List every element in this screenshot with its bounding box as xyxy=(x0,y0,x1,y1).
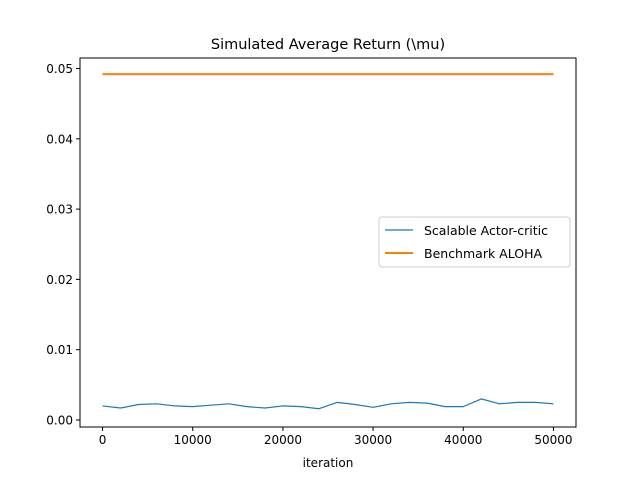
x-tick-label: 30000 xyxy=(354,433,392,447)
x-tick-label: 50000 xyxy=(534,433,572,447)
chart-title: Simulated Average Return (\mu) xyxy=(211,37,445,53)
series-lines xyxy=(102,73,554,410)
y-tick-label: 0.02 xyxy=(46,273,73,287)
y-axis: 0.00 0.01 0.02 0.03 0.04 0.05 xyxy=(46,62,80,427)
series-line-scalable-actor-critic xyxy=(102,398,554,410)
x-tick-label: 40000 xyxy=(444,433,482,447)
x-axis-label: iteration xyxy=(303,456,354,470)
x-tick-label: 0 xyxy=(99,433,107,447)
legend-label-benchmark-aloha: Benchmark ALOHA xyxy=(424,246,542,261)
x-tick-label: 10000 xyxy=(174,433,212,447)
y-tick-label: 0.05 xyxy=(46,62,73,76)
legend-label-scalable-actor-critic: Scalable Actor-critic xyxy=(424,223,548,238)
x-axis: 0 10000 20000 30000 40000 50000 xyxy=(99,427,573,447)
y-tick-label: 0.04 xyxy=(46,132,73,146)
plot-frame xyxy=(79,57,577,428)
legend: Scalable Actor-critic Benchmark ALOHA xyxy=(378,216,571,268)
y-tick-label: 0.00 xyxy=(46,413,73,427)
x-tick-label: 20000 xyxy=(264,433,302,447)
y-tick-label: 0.01 xyxy=(46,343,73,357)
y-tick-label: 0.03 xyxy=(46,203,73,217)
legend-box xyxy=(378,216,571,268)
